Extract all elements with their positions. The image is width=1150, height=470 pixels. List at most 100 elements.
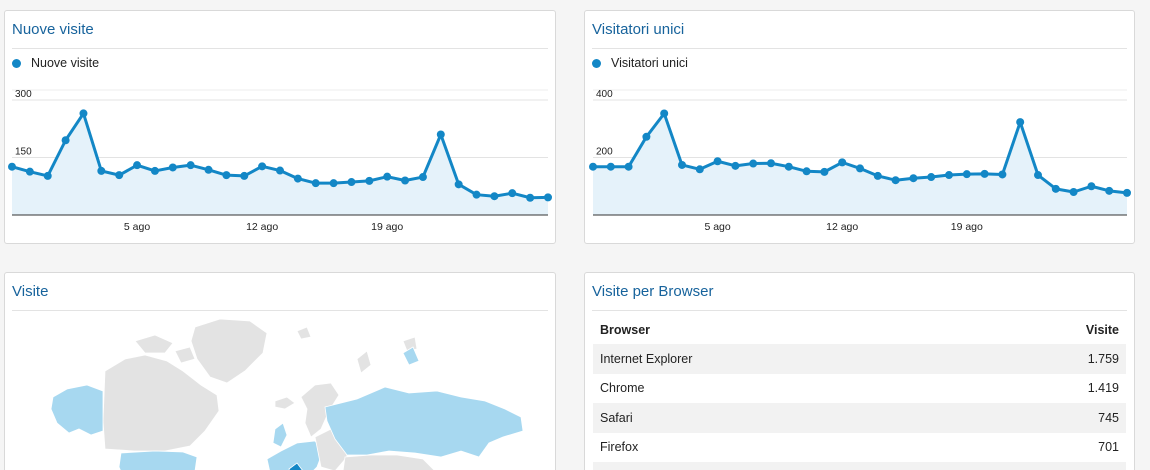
data-point [329, 179, 338, 188]
legend-dot [12, 58, 21, 68]
new-visits-panel: Nuove visite Nuove visite 150 300 5 ago 12 … [4, 10, 556, 244]
data-point [276, 166, 284, 175]
map-italy[interactable] [288, 462, 303, 470]
panel-title: Visitatori unici [592, 21, 1127, 49]
map-scandinavia[interactable] [300, 382, 340, 438]
data-point [544, 193, 552, 202]
data-point [133, 161, 142, 170]
y-tick-label: 150 [15, 147, 32, 158]
map-iceland [274, 396, 296, 410]
data-point [784, 162, 793, 171]
data-point [713, 157, 722, 166]
map-russia[interactable] [324, 386, 524, 458]
series-area [12, 113, 548, 215]
data-point [1051, 184, 1060, 193]
unique-visitors-panel: Visitatori unici Visitatori unici 200 400… [584, 10, 1135, 244]
browser-visits: 1.759 [962, 344, 1126, 374]
data-point [43, 171, 52, 180]
data-point [891, 176, 900, 185]
data-point [1034, 171, 1042, 180]
map-alaska[interactable] [50, 384, 104, 436]
data-point [909, 174, 918, 183]
data-point [401, 176, 410, 185]
data-point [856, 164, 864, 173]
panel-title: Visite per Browser [592, 283, 1127, 311]
table-row[interactable]: Firefox 701 [593, 433, 1126, 463]
data-point [980, 169, 989, 178]
y-tick-label: 200 [596, 147, 613, 158]
data-point [258, 162, 267, 171]
legend-label: Nuove visite [31, 56, 100, 70]
data-point [838, 158, 847, 167]
y-tick-label: 400 [596, 89, 613, 100]
x-tick-label: 5 ago [704, 221, 730, 233]
data-point [589, 162, 597, 171]
data-point [150, 166, 159, 175]
table-header-row: Browser Visite [593, 316, 1126, 344]
x-tick-label: 12 ago [826, 221, 858, 233]
data-point [97, 166, 106, 175]
x-tick-label: 19 ago [951, 221, 983, 233]
table-row[interactable]: Safari 745 [593, 403, 1126, 433]
data-point [927, 173, 936, 182]
table-row[interactable]: Internet Explorer 1.759 [593, 344, 1126, 374]
data-point [115, 171, 124, 180]
data-point [222, 171, 231, 180]
map-uk[interactable] [272, 422, 288, 448]
browser-table-wrap: Browser Visite Internet Explorer 1.759 C… [593, 316, 1126, 470]
world-map[interactable] [5, 311, 556, 470]
data-point [802, 167, 811, 176]
browser-visits [962, 462, 1126, 470]
data-point [767, 159, 775, 168]
panel-title: Nuove visite [12, 21, 548, 49]
data-point [1016, 118, 1025, 127]
data-point [749, 159, 758, 168]
map-central-asia[interactable] [342, 454, 435, 470]
visits-map-panel: Visite [4, 272, 556, 470]
browser-name: Safari [593, 403, 963, 433]
data-point [383, 172, 392, 181]
table-row[interactable] [593, 462, 1126, 470]
data-point [61, 136, 70, 145]
data-point [642, 132, 651, 141]
data-point [624, 162, 633, 171]
table-row[interactable]: Chrome 1.419 [593, 374, 1126, 404]
data-point [418, 173, 427, 182]
data-point [25, 167, 34, 176]
data-point [695, 165, 704, 174]
map-novaya-zemlya [296, 326, 418, 374]
browser-visits: 1.419 [1087, 381, 1119, 396]
data-point [820, 167, 829, 176]
data-point [526, 193, 535, 202]
data-point [79, 109, 88, 118]
data-point [1105, 186, 1114, 195]
data-point [731, 161, 740, 170]
map-canada[interactable] [102, 354, 220, 452]
column-header-visits[interactable]: Visite [1085, 323, 1119, 337]
x-tick-label: 5 ago [124, 221, 150, 233]
chart-legend[interactable]: Nuove visite [12, 56, 99, 70]
data-point [678, 160, 686, 169]
panel-title: Visite [12, 283, 548, 311]
data-point [365, 176, 374, 185]
data-point [660, 109, 669, 118]
column-header-browser[interactable]: Browser [600, 323, 651, 337]
data-point [508, 189, 517, 198]
x-tick-label: 12 ago [246, 221, 278, 233]
new-visits-chart[interactable]: 150 300 5 ago 12 ago 19 ago [5, 11, 557, 245]
map-usa[interactable] [118, 450, 198, 470]
map-greenland[interactable] [190, 318, 268, 384]
map-arctic-islands [134, 334, 196, 364]
data-point [472, 190, 481, 199]
unique-visitors-chart[interactable]: 200 400 5 ago 12 ago 19 ago [585, 11, 1136, 245]
legend-label: Visitatori unici [611, 56, 688, 70]
chart-legend[interactable]: Visitatori unici [592, 56, 688, 70]
data-point [186, 161, 195, 170]
data-point [168, 163, 177, 172]
browser-table: Browser Visite Internet Explorer 1.759 C… [593, 316, 1126, 470]
data-point [998, 170, 1007, 179]
data-point [1123, 188, 1131, 197]
data-point [311, 179, 320, 188]
browser-name: Chrome [600, 381, 645, 396]
data-point [962, 170, 971, 179]
